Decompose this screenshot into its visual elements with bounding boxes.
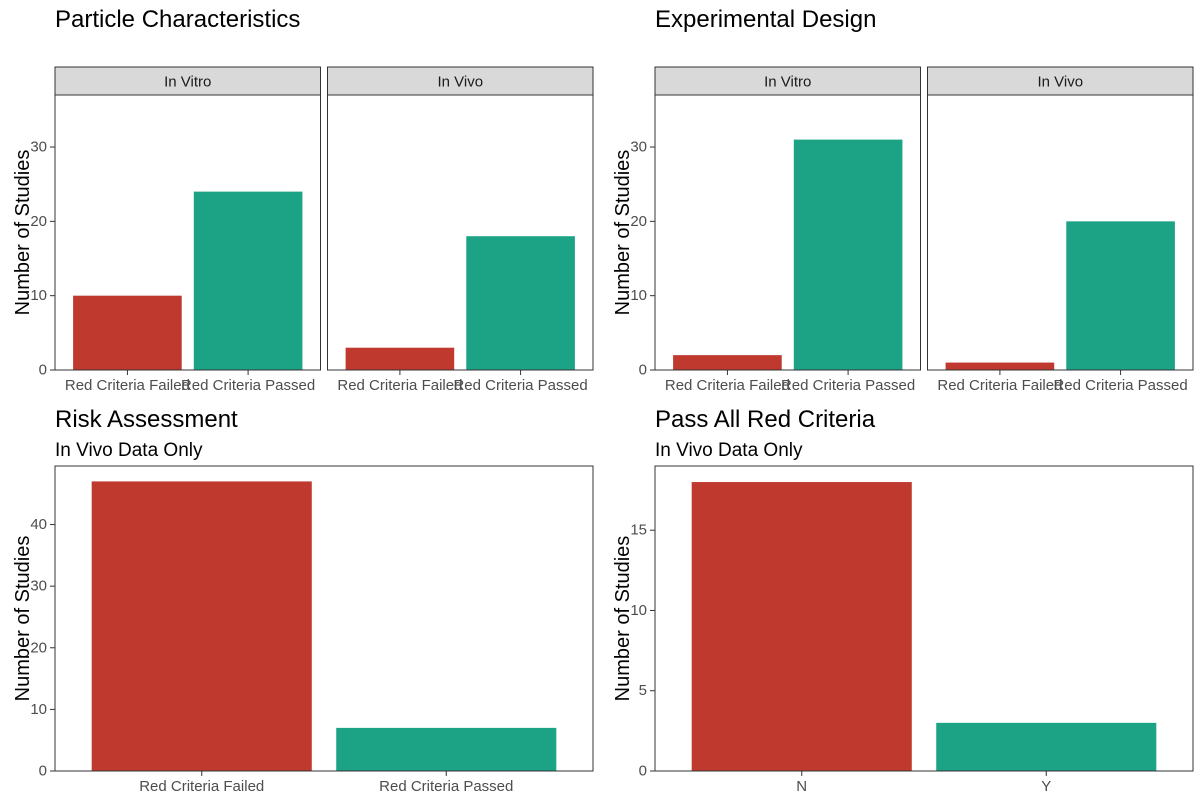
y-tick-label: 5	[639, 682, 647, 699]
bar	[793, 139, 903, 370]
panel-border	[927, 94, 1194, 371]
x-tick-label: N	[796, 778, 807, 795]
x-tick-label: Red Criteria Passed	[181, 377, 315, 394]
bar	[936, 722, 1157, 771]
x-tick-label: Red Criteria Passed	[781, 377, 915, 394]
x-tick-label: Red Criteria Passed	[1053, 377, 1187, 394]
facet-1: Red Criteria Failed Red Criteria Passed	[54, 465, 594, 795]
bar	[1066, 221, 1175, 370]
x-tick-label: Red Criteria Passed	[379, 778, 513, 795]
facet-strip-label: In Vivo	[1037, 74, 1083, 91]
chart-title: Experimental Design	[655, 6, 876, 33]
bar	[466, 236, 575, 370]
x-tick-label: Red Criteria Passed	[453, 377, 587, 394]
facet-strip-label: In Vitro	[764, 74, 811, 91]
x-tick-label: Y	[1041, 778, 1051, 795]
y-axis-label: Number of Studies	[12, 150, 34, 316]
y-axis-label: Number of Studies	[612, 150, 634, 316]
y-tick-label: 10	[630, 287, 647, 304]
panel-border	[327, 94, 594, 371]
y-tick-label: 20	[630, 213, 647, 230]
panel-border	[54, 94, 321, 371]
y-tick-label: 10	[630, 602, 647, 619]
bar	[691, 482, 912, 771]
y-tick-label: 30	[30, 139, 47, 156]
y-tick-label: 20	[30, 639, 47, 656]
y-tick-label: 0	[39, 763, 47, 780]
x-tick-label: Red Criteria Failed	[665, 377, 790, 394]
y-tick-label: 10	[30, 287, 47, 304]
y-tick-label: 0	[639, 763, 647, 780]
y-tick-label: 0	[639, 362, 647, 379]
design-chart: Experimental Design Number of Studies 0 10 2…	[612, 6, 1194, 394]
y-tick-label: 0	[39, 362, 47, 379]
risk-chart: Risk Assessment In Vivo Data Only Number o…	[12, 406, 594, 795]
y-axis-label: Number of Studies	[12, 536, 34, 702]
facet-strip	[927, 66, 1194, 96]
x-tick-label: Red Criteria Failed	[937, 377, 1062, 394]
bar	[91, 481, 312, 771]
x-tick-label: Red Criteria Failed	[337, 377, 462, 394]
y-tick-label: 10	[30, 701, 47, 718]
bar	[673, 355, 782, 370]
particle-chart: Particle Characteristics Number of Studie…	[12, 6, 594, 394]
panel-border	[654, 465, 1194, 772]
x-tick-label: Red Criteria Failed	[139, 778, 264, 795]
bar	[336, 727, 557, 771]
chart-subtitle: In Vivo Data Only	[55, 440, 203, 461]
y-axis-label: Number of Studies	[612, 536, 634, 702]
y-tick-label: 30	[30, 578, 47, 595]
bar	[193, 191, 303, 370]
y-tick-label: 20	[30, 213, 47, 230]
chart-title: Pass All Red Criteria	[655, 406, 876, 433]
chart-title: Risk Assessment	[55, 406, 238, 433]
chart-subtitle: In Vivo Data Only	[655, 440, 803, 461]
facet-strip-label: In Vitro	[164, 74, 211, 91]
x-tick-label: Red Criteria Failed	[65, 377, 190, 394]
bar	[945, 362, 1055, 370]
facet-strip	[54, 66, 321, 96]
bar	[345, 347, 455, 370]
facet-strip	[654, 66, 921, 96]
y-tick-label: 40	[30, 516, 47, 533]
facet-strip-label: In Vivo	[437, 74, 483, 91]
panel-border	[654, 94, 921, 371]
passall-chart: Pass All Red Criteria In Vivo Data Only Nu…	[612, 406, 1194, 795]
bar	[73, 295, 182, 370]
y-tick-label: 15	[630, 522, 647, 539]
y-tick-label: 30	[630, 139, 647, 156]
chart-title: Particle Characteristics	[55, 6, 300, 33]
panel-border	[54, 465, 594, 772]
